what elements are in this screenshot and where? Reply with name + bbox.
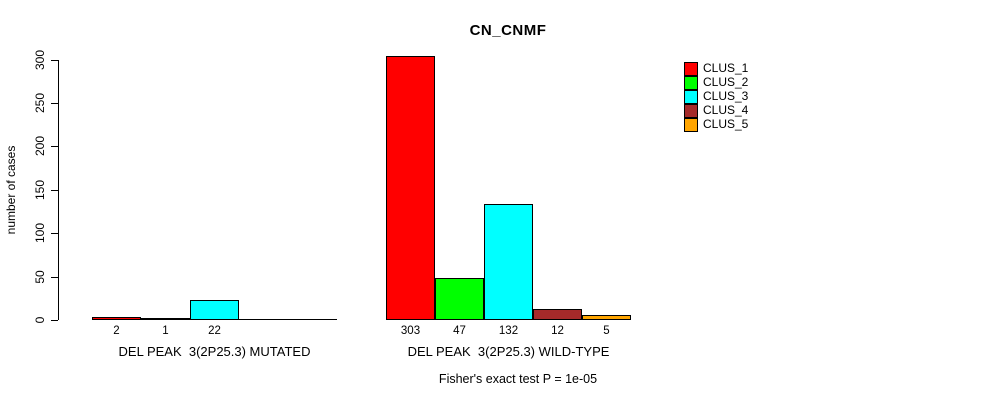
legend-swatch-clus_5 [684, 118, 698, 132]
bar-clus_2 [141, 318, 190, 320]
y-tick [51, 190, 58, 191]
group-label: DEL PEAK 3(2P25.3) WILD-TYPE [407, 344, 610, 359]
legend-label: CLUS_4 [703, 103, 749, 117]
bar-clus_1 [92, 317, 141, 320]
y-tick [51, 146, 58, 147]
y-tick [51, 277, 58, 278]
bar-value-label: 5 [603, 325, 610, 337]
y-tick [51, 233, 58, 234]
legend-label: CLUS_2 [703, 75, 749, 89]
bar-value-label: 47 [453, 325, 466, 337]
legend-swatch-clus_1 [684, 62, 698, 76]
legend-label: CLUS_1 [703, 61, 749, 75]
y-tick-label: 100 [33, 222, 47, 244]
bar-value-label: 12 [551, 325, 564, 337]
legend-swatch-clus_4 [684, 104, 698, 118]
bar-clus_3 [190, 300, 239, 320]
legend-swatch-clus_2 [684, 76, 698, 90]
legend-label: CLUS_5 [703, 117, 749, 131]
y-tick-label: 250 [33, 92, 47, 114]
annotation-fisher-test: Fisher's exact test P = 1e-05 [438, 372, 598, 386]
y-tick [51, 60, 58, 61]
bar-clus_1 [386, 56, 435, 320]
y-axis-line [58, 60, 59, 320]
legend-label: CLUS_3 [703, 89, 749, 103]
y-tick-label: 150 [33, 179, 47, 201]
y-tick [51, 103, 58, 104]
bar-clus_3 [484, 204, 533, 320]
group-label: DEL PEAK 3(2P25.3) MUTATED [118, 344, 311, 359]
y-axis-label: number of cases [4, 145, 18, 235]
legend-swatch-clus_3 [684, 90, 698, 104]
bar-clus_4 [533, 309, 582, 320]
bar-value-label: 22 [208, 325, 221, 337]
y-tick-label: 0 [33, 316, 47, 324]
bar-value-label: 2 [113, 325, 120, 337]
bar-value-label: 303 [400, 325, 421, 337]
y-tick-label: 200 [33, 135, 47, 157]
chart-title: CN_CNMF [469, 22, 547, 39]
y-tick-label: 300 [33, 49, 47, 71]
bar-clus_2 [435, 278, 484, 320]
y-tick [51, 320, 58, 321]
y-tick-label: 50 [33, 270, 47, 284]
bar-value-label: 132 [498, 325, 519, 337]
bar-clus_5 [582, 315, 631, 320]
bar-value-label: 1 [162, 325, 169, 337]
